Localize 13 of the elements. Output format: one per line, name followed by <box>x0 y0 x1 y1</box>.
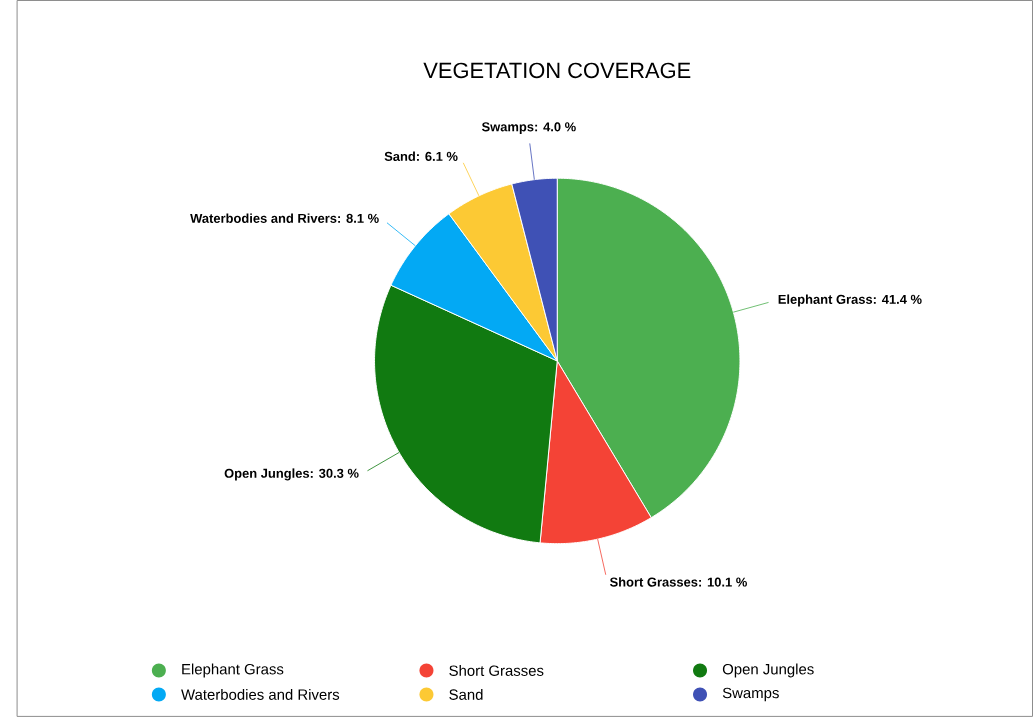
legend-label: Elephant Grass <box>182 663 284 678</box>
legend-label: Open Jungles <box>722 663 814 678</box>
legend-label: Waterbodies and Rivers <box>181 689 340 700</box>
data-label: Swamps: 4.0 % <box>481 122 576 135</box>
data-label: Waterbodies and Rivers: 8.1 % <box>190 213 379 223</box>
legend-label: Sand <box>449 689 483 700</box>
data-label: Elephant Grass: 41.4 % <box>778 294 922 307</box>
data-label: Short Grasses: 10.1 % <box>609 577 747 587</box>
data-label: Sand: 6.1 % <box>384 151 458 162</box>
data-label: Open Jungles: 30.3 % <box>224 468 359 481</box>
chart-title: VEGETATION COVERAGE <box>423 62 691 79</box>
legend-label: Short Grasses <box>449 665 544 676</box>
legend-label: Swamps <box>722 687 779 702</box>
